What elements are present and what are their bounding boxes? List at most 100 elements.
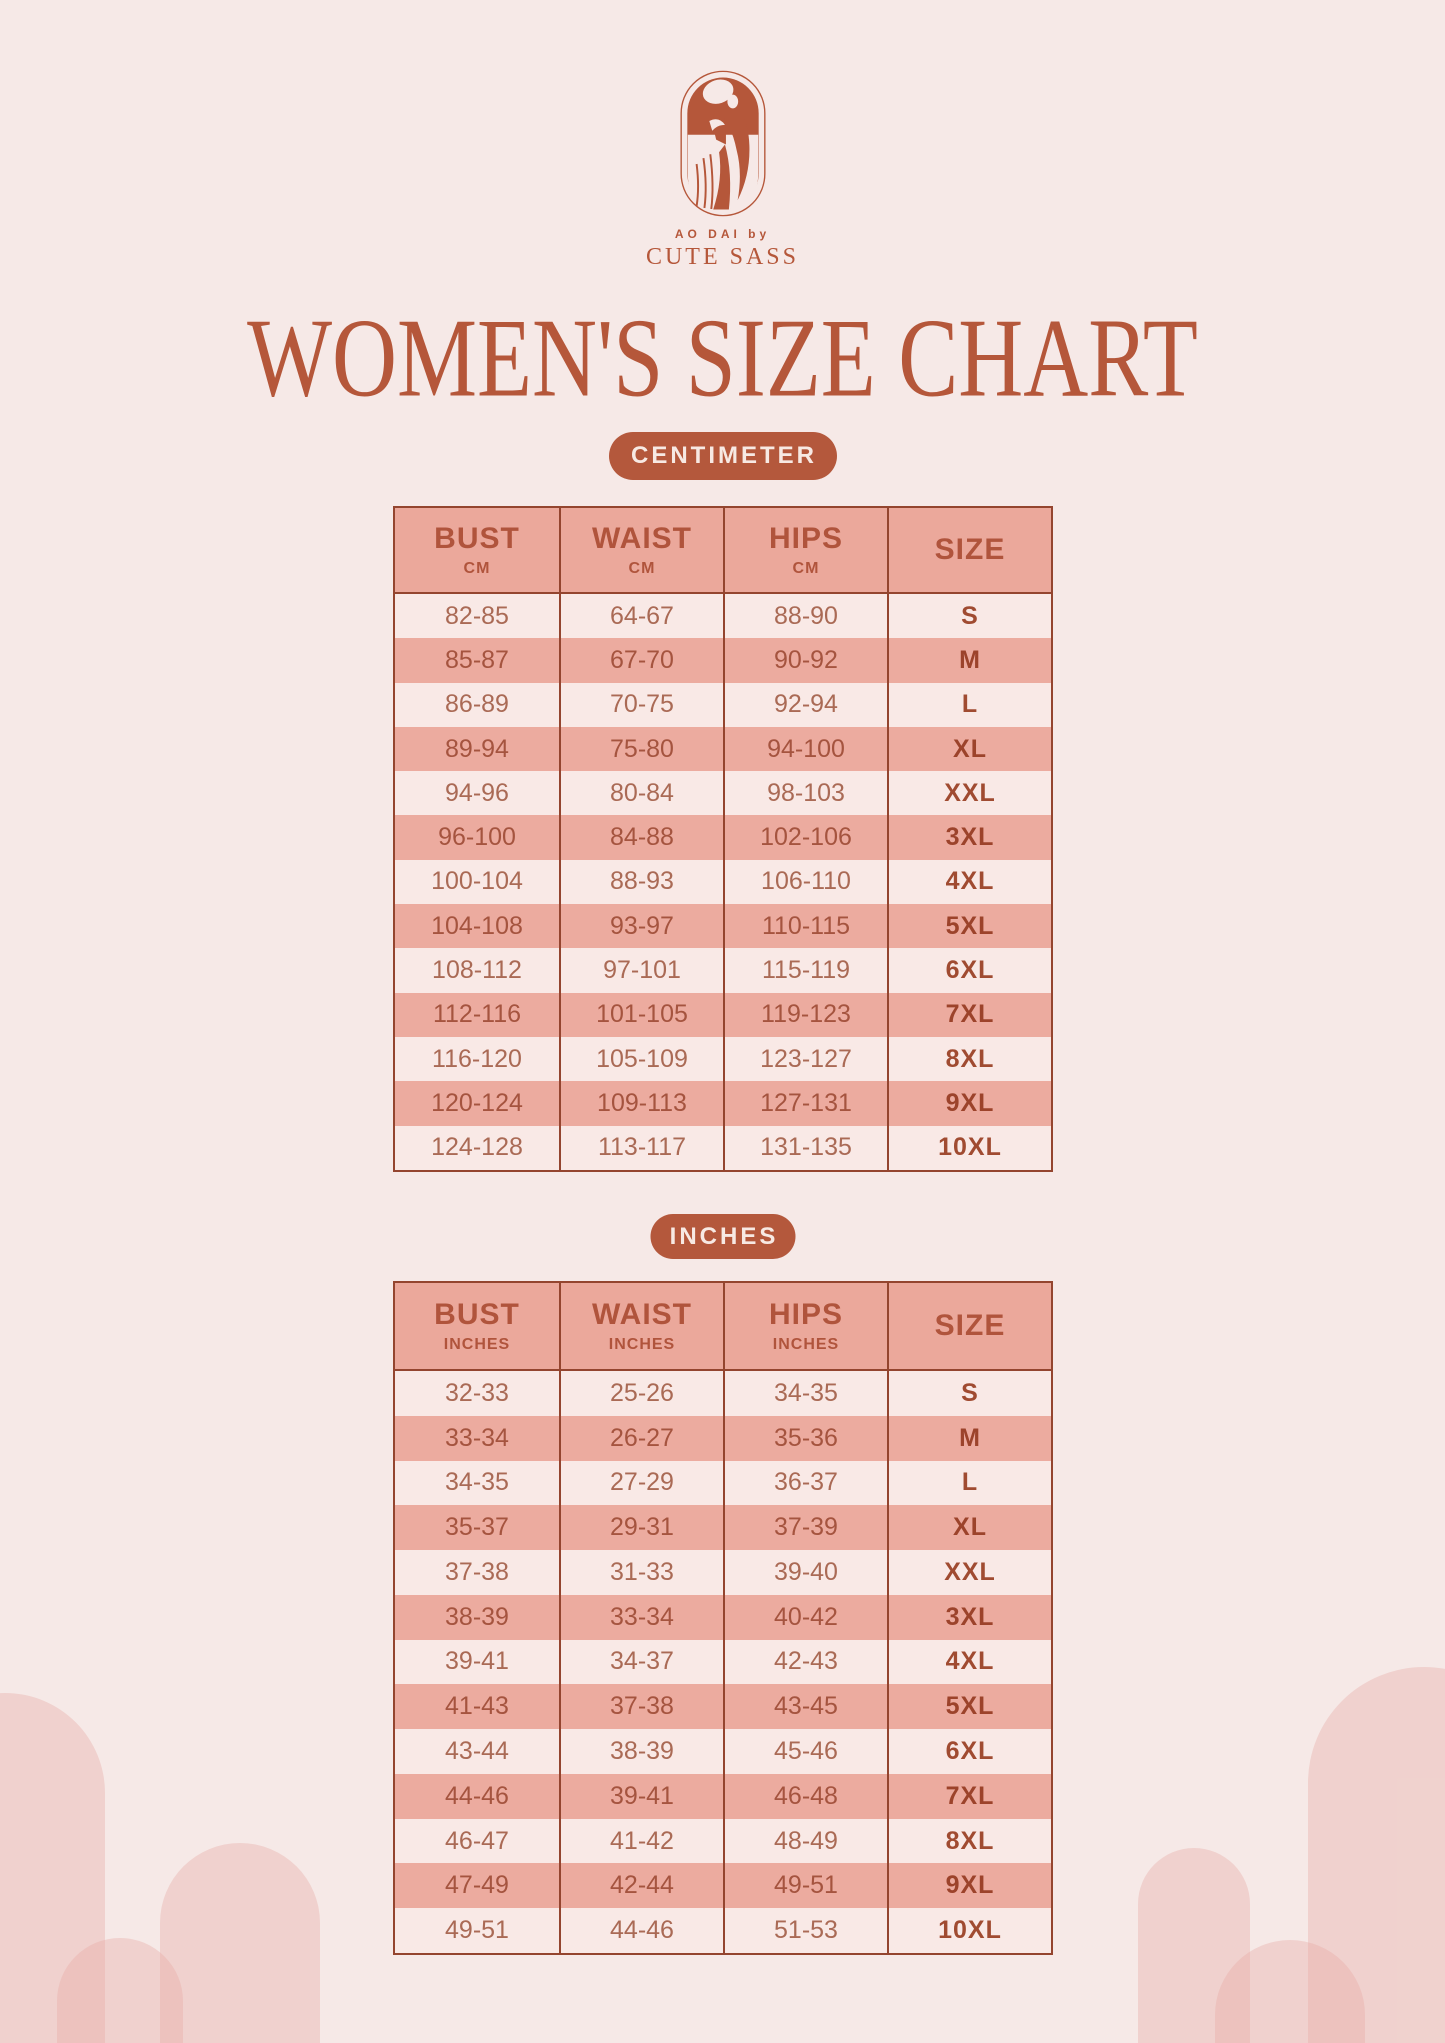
measurement-cell: 34-37 — [559, 1639, 723, 1685]
column-header-bust: BUST CM — [395, 508, 559, 594]
measurement-cell: 49-51 — [445, 1916, 509, 1945]
brand-tagline: AO DAI by — [674, 227, 771, 241]
measurement-cell: 46-47 — [445, 1826, 509, 1855]
measurement-cell: 105-109 — [559, 1036, 723, 1082]
size-cell: XXL — [887, 1550, 1051, 1595]
measurement-cell: 47-49 — [445, 1871, 509, 1900]
size-row: 85-87 67-70 90-92 M — [395, 638, 1051, 683]
measurement-cell: 85-87 — [445, 645, 509, 674]
inches-size-table: BUST INCHES WAIST INCHES HIPS INCHES SIZE 32-3… — [393, 1281, 1053, 1955]
size-cell: 3XL — [887, 815, 1051, 860]
size-cell: 8XL — [887, 1036, 1051, 1082]
measurement-cell: 96-100 — [438, 823, 516, 852]
measurement-cell: 51-53 — [723, 1908, 887, 1953]
measurement-cell: 39-40 — [723, 1550, 887, 1595]
measurement-cell: 26-27 — [559, 1415, 723, 1461]
measurement-cell: 64-67 — [559, 594, 723, 639]
size-cell: 9XL — [887, 1081, 1051, 1126]
size-cell: XL — [887, 726, 1051, 772]
header-row: BUST INCHES WAIST INCHES HIPS INCHES SIZE — [395, 1283, 1051, 1371]
size-row: 94-96 80-84 98-103 XXL — [395, 771, 1051, 816]
measurement-cell: 39-41 — [445, 1647, 509, 1676]
size-row: 34-35 27-29 36-37 L — [395, 1460, 1051, 1506]
size-row: 120-124 109-113 127-131 9XL — [395, 1081, 1051, 1126]
measurement-cell: 84-88 — [559, 815, 723, 860]
measurement-cell: 31-33 — [559, 1550, 723, 1595]
column-header-hips: HIPS CM — [723, 508, 887, 594]
measurement-cell: 49-51 — [723, 1863, 887, 1909]
measurement-cell: 112-116 — [432, 1000, 522, 1029]
size-row: 38-39 33-34 40-42 3XL — [395, 1594, 1051, 1640]
size-row: 104-108 93-97 110-115 5XL — [395, 904, 1051, 949]
measurement-cell: 131-135 — [723, 1125, 887, 1170]
size-cell: 4XL — [887, 1639, 1051, 1685]
size-cell: 5XL — [887, 1684, 1051, 1730]
decorative-arch — [1308, 1667, 1445, 2043]
size-row: 44-46 39-41 46-48 7XL — [395, 1773, 1051, 1819]
measurement-cell: 98-103 — [723, 771, 887, 816]
size-row: 43-44 38-39 45-46 6XL — [395, 1729, 1051, 1774]
size-row: 124-128 113-117 131-135 10XL — [395, 1125, 1051, 1170]
measurement-cell: 43-45 — [723, 1684, 887, 1730]
column-header-waist: WAIST INCHES — [559, 1283, 723, 1371]
size-cell: S — [887, 1371, 1051, 1416]
size-cell: 10XL — [887, 1908, 1051, 1953]
size-cell: 6XL — [887, 948, 1051, 993]
size-row: 96-100 84-88 102-106 3XL — [395, 815, 1051, 860]
size-cell: XL — [887, 1505, 1051, 1551]
measurement-cell: 35-37 — [445, 1513, 509, 1542]
measurement-cell: 39-41 — [559, 1773, 723, 1819]
measurement-cell: 44-46 — [559, 1908, 723, 1953]
size-row: 86-89 70-75 92-94 L — [395, 682, 1051, 727]
size-row: 33-34 26-27 35-36 M — [395, 1415, 1051, 1461]
size-cell: M — [887, 1415, 1051, 1461]
measurement-cell: 123-127 — [723, 1036, 887, 1082]
measurement-cell: 35-36 — [723, 1415, 887, 1461]
size-row: 46-47 41-42 48-49 8XL — [395, 1818, 1051, 1864]
size-row: 32-33 25-26 34-35 S — [395, 1371, 1051, 1416]
measurement-cell: 48-49 — [723, 1818, 887, 1864]
decorative-arch — [57, 1938, 183, 2043]
size-cell: 6XL — [887, 1729, 1051, 1774]
size-row: 35-37 29-31 37-39 XL — [395, 1505, 1051, 1551]
size-cell: 7XL — [887, 992, 1051, 1037]
column-header-hips: HIPS INCHES — [723, 1283, 887, 1371]
measurement-cell: 108-112 — [432, 956, 522, 985]
ao-dai-woman-capsule-icon — [679, 70, 766, 217]
measurement-cell: 38-39 — [445, 1602, 509, 1631]
measurement-cell: 41-43 — [445, 1692, 509, 1721]
column-header-waist: WAIST CM — [559, 508, 723, 594]
measurement-cell: 27-29 — [559, 1460, 723, 1506]
measurement-cell: 34-35 — [445, 1468, 509, 1497]
measurement-cell: 41-42 — [559, 1818, 723, 1864]
size-cell: S — [887, 594, 1051, 639]
decorative-arch — [160, 1843, 320, 2043]
size-row: 49-51 44-46 51-53 10XL — [395, 1908, 1051, 1953]
size-cell: L — [887, 682, 1051, 727]
measurement-cell: 82-85 — [445, 601, 509, 630]
measurement-cell: 88-93 — [559, 859, 723, 905]
measurement-cell: 92-94 — [723, 682, 887, 727]
measurement-cell: 32-33 — [445, 1378, 509, 1407]
measurement-cell: 37-38 — [559, 1684, 723, 1730]
measurement-cell: 127-131 — [723, 1081, 887, 1126]
size-cell: 7XL — [887, 1773, 1051, 1819]
measurement-cell: 43-44 — [445, 1737, 509, 1765]
measurement-cell: 100-104 — [431, 867, 523, 896]
measurement-cell: 44-46 — [445, 1781, 509, 1810]
measurement-cell: 70-75 — [559, 682, 723, 727]
measurement-cell: 37-38 — [445, 1557, 509, 1586]
measurement-cell: 109-113 — [559, 1081, 723, 1126]
size-cell: 9XL — [887, 1863, 1051, 1909]
measurement-cell: 75-80 — [559, 726, 723, 772]
measurement-cell: 104-108 — [431, 911, 523, 940]
size-cell: L — [887, 1460, 1051, 1506]
size-cell: M — [887, 638, 1051, 683]
size-row: 89-94 75-80 94-100 XL — [395, 726, 1051, 772]
measurement-cell: 102-106 — [723, 815, 887, 860]
page-title: WOMEN'S SIZE CHART — [247, 296, 1198, 421]
size-cell: 4XL — [887, 859, 1051, 905]
size-cell: XXL — [887, 771, 1051, 816]
measurement-cell: 29-31 — [559, 1505, 723, 1551]
centimeter-size-table: BUST CM WAIST CM HIPS CM SIZE 82-85 64-67 88-90 S… — [393, 506, 1053, 1172]
